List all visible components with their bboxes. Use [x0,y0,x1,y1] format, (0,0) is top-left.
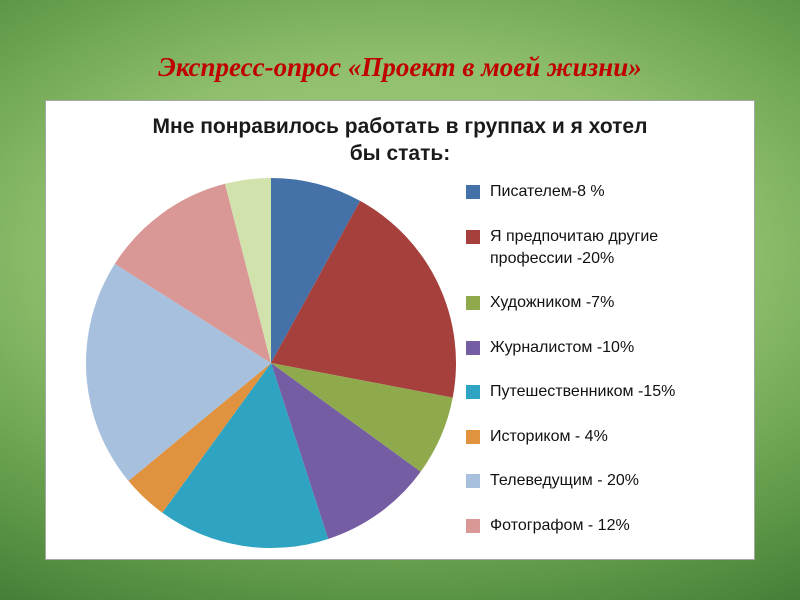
chart-title-line2: бы стать: [349,142,451,165]
legend-swatch [466,340,480,355]
legend-item: Писателем-8 % [466,181,716,203]
legend-item: Художником -7% [466,292,716,314]
legend-item: Телеведущим - 20% [466,470,716,492]
pie-slice [162,363,329,549]
pie-slice [224,178,271,363]
legend-swatch [466,518,480,533]
legend-item: Фотографом - 12% [466,515,716,537]
legend-swatch [466,185,480,199]
pie-slice [271,363,421,539]
legend-item: Путешественником -15% [466,381,716,403]
legend-label: Телеведущим - 20% [490,472,640,490]
pie-slice [271,363,453,472]
legend-label: Историком - 4% [490,427,608,445]
legend-item: Историком - 4% [466,426,716,448]
legend-label: Журналистом -10% [490,338,635,356]
pie-chart [86,178,456,549]
legend-label: Писателем-8 % [490,183,605,200]
chart-title-line1: Мне понравилось работать в группах и я х… [152,115,648,138]
pie-slice [86,263,272,481]
legend-swatch [466,296,480,311]
legend-label: Фотографом - 12% [490,516,630,534]
legend-item: Журналистом -10% [466,337,716,359]
legend-label: Я предпочитаю другие профессии -20% [490,227,659,267]
chart-title: Мне понравилось работать в группах и я х… [46,113,754,167]
legend-swatch [466,429,480,444]
legend-label: Художником -7% [490,294,615,312]
legend-item: Я предпочитаю другие профессии -20% [466,226,716,270]
chart-panel: Мне понравилось работать в группах и я х… [45,100,755,560]
pie-slice [114,183,271,363]
chart-legend: Писателем-8 % Я предпочитаю другие профес… [466,181,716,537]
pie-slice [271,200,456,398]
legend-label: Путешественником -15% [490,383,676,401]
slide-title: Экспресс-опрос «Проект в моей жизни» [158,52,642,82]
pie-slice [128,363,271,513]
pie-slice [271,178,361,363]
legend-swatch [466,229,480,244]
legend-swatch [466,385,480,400]
legend-swatch [466,474,480,489]
